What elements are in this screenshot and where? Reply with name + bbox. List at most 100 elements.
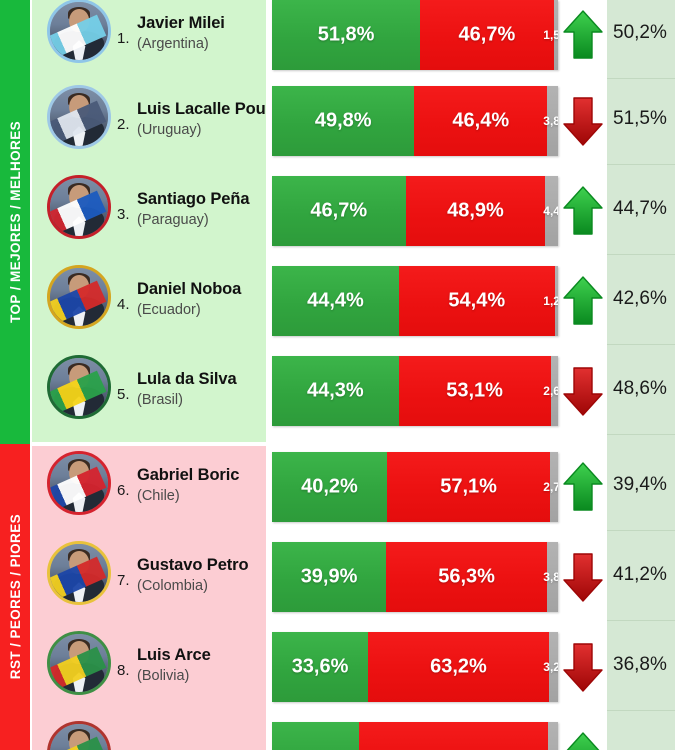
- approval-bar: 44,4% 54,4% 1,2: [272, 266, 558, 336]
- right-column-divider: [607, 78, 675, 79]
- bar-segment-neutral: [547, 722, 558, 750]
- approval-value: 40,2%: [301, 475, 358, 498]
- bar-segment-neutral: 3,8: [543, 86, 558, 156]
- previous-value: 48,6%: [613, 378, 667, 399]
- approval-bar: [272, 722, 558, 750]
- leader-country: (Bolivia): [137, 668, 190, 684]
- bar-segment-approval: 49,8%: [272, 86, 415, 156]
- trend-up-icon: [561, 184, 605, 238]
- previous-value: 42,6%: [613, 288, 667, 309]
- previous-value: 36,8%: [613, 654, 667, 675]
- trend-down-icon: [561, 94, 605, 148]
- neutral-value: 2,6: [543, 384, 558, 398]
- neutral-value: 3,8: [543, 570, 558, 584]
- avatar: [47, 631, 111, 695]
- previous-value: 44,7%: [613, 198, 667, 219]
- bar-segment-disapproval: 48,9%: [405, 176, 546, 246]
- approval-bar: 44,3% 53,1% 2,6: [272, 356, 558, 426]
- leader-name: Luis Lacalle Pou: [137, 100, 266, 118]
- leader-name: Gabriel Boric: [137, 466, 240, 484]
- approval-value: 39,9%: [300, 565, 358, 588]
- bar-segment-approval: 40,2%: [272, 452, 387, 522]
- previous-value: 41,2%: [613, 564, 667, 585]
- rank-number: 4.: [117, 296, 130, 313]
- neutral-value: 3,2: [543, 660, 558, 674]
- bar-segment-disapproval: 56,3%: [386, 542, 548, 612]
- leader-country: (Uruguay): [137, 122, 202, 138]
- bar-segment-neutral: 1,5: [543, 0, 558, 70]
- trend-down-icon: [561, 640, 605, 694]
- leader-name: Daniel Noboa: [137, 280, 242, 298]
- neutral-value: 3,8: [543, 114, 558, 128]
- bar-segment-approval: 33,6%: [272, 632, 369, 702]
- bar-segment-neutral: 3,2: [543, 632, 558, 702]
- previous-value: 50,2%: [613, 22, 667, 43]
- approval-value: 44,4%: [307, 289, 364, 312]
- trend-up-icon: [561, 274, 605, 328]
- approval-bar: 33,6% 63,2% 3,2: [272, 632, 558, 702]
- trend-up-icon: [561, 730, 605, 750]
- bar-segment-approval: 44,3%: [272, 356, 399, 426]
- avatar: [47, 85, 111, 149]
- rail-bottom-group: RST / PEORES / PIORES: [0, 444, 30, 750]
- bar-segment-disapproval: 53,1%: [398, 356, 551, 426]
- right-column-divider: [607, 434, 675, 435]
- bar-segment-approval: 46,7%: [272, 176, 406, 246]
- approval-value: 46,7%: [310, 199, 368, 222]
- approval-bar: 51,8% 46,7% 1,5: [272, 0, 558, 70]
- right-column-divider: [607, 164, 675, 165]
- bar-segment-disapproval: 57,1%: [386, 452, 551, 522]
- rail-top-group: TOP / MEJORES / MELHORES: [0, 0, 30, 444]
- avatar: [47, 175, 111, 239]
- rank-number: 8.: [117, 662, 130, 679]
- rank-number: 2.: [117, 116, 130, 133]
- disapproval-value: 48,9%: [447, 199, 504, 222]
- bar-segment-neutral: 2,6: [543, 356, 558, 426]
- bar-segment-approval: 44,4%: [272, 266, 399, 336]
- neutral-value: 1,2: [543, 294, 558, 308]
- bar-segment-neutral: 1,2: [543, 266, 558, 336]
- avatar: [47, 265, 111, 329]
- right-column-divider: [607, 344, 675, 345]
- approval-value: 44,3%: [306, 379, 364, 402]
- disapproval-value: 54,4%: [448, 289, 506, 312]
- leader-name: Javier Milei: [137, 14, 225, 32]
- leader-name: Gustavo Petro: [137, 556, 249, 574]
- approval-value: 33,6%: [291, 655, 349, 678]
- approval-bar: 39,9% 56,3% 3,8: [272, 542, 558, 612]
- bar-segment-approval: [272, 722, 360, 750]
- disapproval-value: 53,1%: [446, 379, 503, 402]
- leader-name: Lula da Silva: [137, 370, 237, 388]
- rail-top-label: TOP / MEJORES / MELHORES: [7, 121, 23, 323]
- trend-up-icon: [561, 8, 605, 62]
- rank-number: 7.: [117, 572, 130, 589]
- bar-segment-neutral: 4,4: [543, 176, 558, 246]
- avatar: [47, 721, 111, 750]
- bar-segment-disapproval: 46,7%: [420, 0, 554, 70]
- bar-segment-neutral: 2,7: [543, 452, 558, 522]
- trend-up-icon: [561, 460, 605, 514]
- right-column-divider: [607, 254, 675, 255]
- disapproval-value: 57,1%: [440, 475, 497, 498]
- bar-segment-disapproval: 54,4%: [398, 266, 555, 336]
- approval-bar: 46,7% 48,9% 4,4: [272, 176, 558, 246]
- bar-segment-disapproval: [359, 722, 548, 750]
- leader-country: (Chile): [137, 488, 180, 504]
- leader-country: (Paraguay): [137, 212, 209, 228]
- trend-down-icon: [561, 364, 605, 418]
- leader-name: Santiago Peña: [137, 190, 250, 208]
- bar-segment-disapproval: 63,2%: [368, 632, 549, 702]
- disapproval-value: 63,2%: [430, 655, 487, 678]
- avatar: [47, 0, 111, 63]
- disapproval-value: 46,7%: [458, 23, 516, 46]
- leader-country: (Brasil): [137, 392, 183, 408]
- bar-segment-neutral: 3,8: [543, 542, 558, 612]
- previous-value: 51,5%: [613, 108, 667, 129]
- rail-bottom-label: RST / PEORES / PIORES: [7, 514, 23, 680]
- leader-country: (Argentina): [137, 36, 209, 52]
- rank-number: 6.: [117, 482, 130, 499]
- approval-value: 49,8%: [314, 109, 372, 132]
- trend-down-icon: [561, 550, 605, 604]
- leader-country: (Ecuador): [137, 302, 201, 318]
- disapproval-value: 46,4%: [452, 109, 510, 132]
